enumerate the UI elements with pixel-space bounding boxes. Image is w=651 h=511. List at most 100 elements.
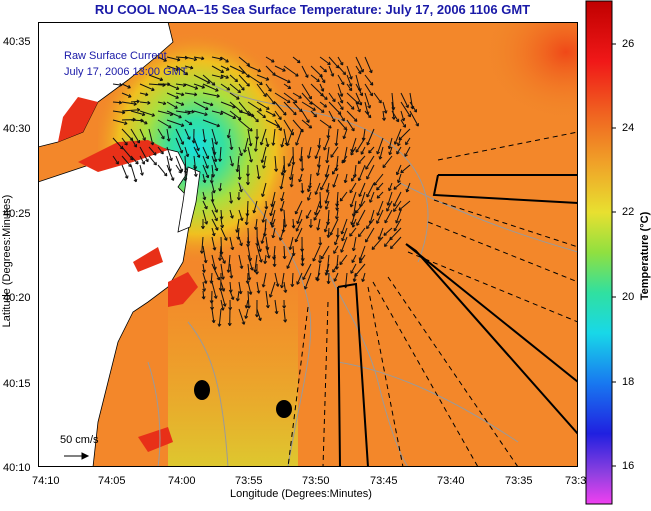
current-vector	[247, 146, 252, 163]
current-vector	[364, 83, 373, 97]
current-vector	[316, 164, 321, 176]
current-vector-head	[254, 314, 259, 318]
current-vector	[265, 110, 276, 117]
current-vector	[376, 191, 384, 199]
current-vector-head	[286, 265, 290, 269]
current-vector-head	[398, 207, 403, 211]
current-vector-head	[141, 161, 145, 165]
current-vector	[220, 236, 223, 255]
current-vector	[274, 65, 286, 72]
current-vector	[280, 173, 285, 190]
current-vector-head	[230, 163, 234, 167]
current-vector	[238, 164, 241, 180]
current-vector-head	[302, 276, 306, 281]
current-vector	[390, 236, 402, 249]
current-vector-head	[373, 182, 378, 186]
current-vector	[130, 164, 137, 183]
current-vector-head	[329, 232, 334, 236]
current-vector	[220, 74, 229, 79]
current-vector-head	[340, 106, 344, 111]
current-vector	[166, 101, 178, 109]
current-vector	[393, 200, 402, 212]
current-vector-head	[279, 186, 284, 190]
current-vector-head	[348, 83, 353, 87]
current-vector	[333, 272, 339, 282]
current-vector	[166, 92, 179, 99]
current-vector	[306, 209, 312, 219]
current-vector-head	[315, 276, 319, 281]
current-vector-head	[218, 158, 223, 162]
current-vector	[202, 101, 214, 106]
current-vector-head	[313, 113, 317, 118]
current-vector	[211, 146, 217, 162]
current-vector	[312, 245, 321, 262]
current-vector	[265, 236, 269, 251]
current-vector-head	[367, 105, 372, 109]
current-vector	[283, 128, 288, 146]
current-vector	[112, 83, 123, 86]
current-vector	[121, 92, 132, 98]
current-vector-head	[395, 171, 400, 176]
current-vector-head	[261, 284, 266, 288]
current-vector	[193, 146, 200, 158]
current-vector-head	[249, 128, 253, 132]
x-axis-label: Longitude (Degrees:Minutes)	[230, 488, 372, 500]
bathymetry-contours	[147, 81, 578, 467]
current-vector-head	[321, 79, 326, 84]
current-vector	[310, 101, 325, 113]
current-vector	[211, 191, 214, 203]
current-vector-head	[258, 317, 262, 321]
current-vector-head	[189, 65, 194, 70]
current-vector	[157, 164, 168, 177]
current-vector	[281, 272, 285, 288]
current-vector	[175, 56, 188, 59]
sampling-lines	[287, 131, 578, 467]
current-vector-head	[161, 135, 165, 140]
current-vector-head	[230, 215, 234, 219]
current-vector-head	[359, 259, 363, 264]
current-vector	[365, 227, 375, 243]
current-vector	[400, 164, 411, 174]
current-vector	[314, 200, 321, 216]
current-vector-head	[386, 202, 391, 206]
current-vector-head	[339, 61, 344, 66]
current-vector	[295, 227, 303, 243]
current-vector-head	[320, 88, 325, 92]
current-vector-head	[368, 149, 372, 154]
current-vector-head	[280, 144, 285, 148]
map-title: RU COOL NOAA–15 Sea Surface Temperature:…	[94, 2, 531, 17]
current-vector	[157, 146, 164, 155]
current-vector-head	[280, 197, 285, 202]
current-vector-head	[258, 259, 263, 263]
current-vector-head	[314, 211, 318, 216]
y-tick-label: 40:30	[3, 123, 31, 135]
current-vector-head	[150, 141, 155, 146]
current-vector-head	[306, 197, 311, 201]
current-vector-head	[256, 176, 261, 180]
current-vector	[333, 245, 339, 254]
current-vector-head	[219, 216, 224, 220]
current-vector	[355, 101, 361, 113]
current-vector	[355, 65, 362, 75]
current-vector	[300, 146, 303, 162]
current-vector-head	[395, 118, 400, 123]
current-vector-head	[376, 195, 381, 199]
current-vector-head	[202, 179, 207, 184]
current-vector	[265, 290, 269, 308]
current-vector	[355, 74, 361, 92]
current-vector-head	[160, 150, 164, 155]
current-vector-head	[214, 141, 218, 145]
current-vector	[327, 128, 330, 139]
current-vector	[220, 110, 236, 119]
current-vector-head	[318, 242, 323, 246]
current-vector-head	[223, 237, 228, 241]
current-vector	[263, 155, 267, 169]
current-vector-head	[243, 149, 247, 153]
current-vector-head	[360, 151, 365, 155]
current-vector	[350, 146, 357, 156]
current-vector-head	[180, 92, 185, 97]
current-vector-head	[202, 288, 207, 292]
current-vector-head	[314, 191, 319, 195]
current-vector	[193, 164, 197, 177]
current-vector	[323, 137, 330, 151]
